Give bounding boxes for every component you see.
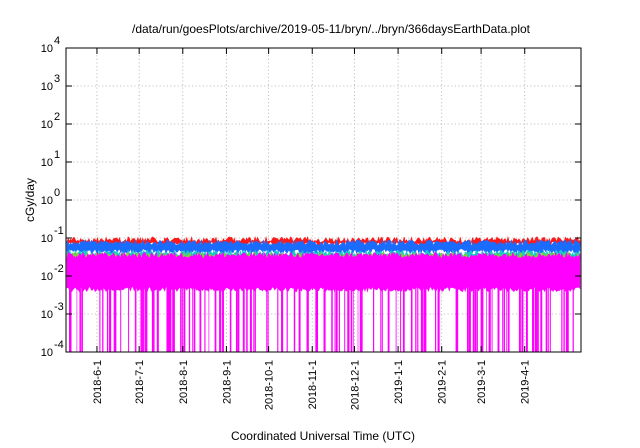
y-tick-label: 10 <box>41 347 53 359</box>
y-tick-exponent: -1 <box>54 225 64 237</box>
x-tick-label: 2019-4-1 <box>520 360 532 404</box>
chart-title: /data/run/goesPlots/archive/2019-05-11/b… <box>132 22 531 36</box>
series-areas <box>66 235 581 352</box>
y-tick-exponent: 3 <box>54 73 60 85</box>
x-tick-label: 2018-12-1 <box>349 360 361 410</box>
x-tick-label: 2018-6-1 <box>92 360 104 404</box>
y-tick-label: 10 <box>41 271 53 283</box>
y-axis-label: cGy/day <box>23 178 37 222</box>
y-tick-label: 10 <box>41 309 53 321</box>
y-tick-label: 10 <box>41 157 53 169</box>
y-tick-exponent: 2 <box>54 111 60 123</box>
x-tick-label: 2018-9-1 <box>221 360 233 404</box>
x-axis-label: Coordinated Universal Time (UTC) <box>231 429 415 443</box>
y-tick-exponent: 4 <box>54 35 60 47</box>
x-tick-label: 2019-1-1 <box>393 360 405 404</box>
y-tick-exponent: -4 <box>54 339 64 351</box>
y-tick-exponent: -2 <box>54 263 64 275</box>
y-tick-exponent: -3 <box>54 301 64 313</box>
x-axis: 2018-6-1 2018-7-1 2018-8-1 2018-9-1 2018-10-… <box>92 48 532 410</box>
series-dropouts-4 <box>68 281 574 352</box>
y-tick-label: 10 <box>41 81 53 93</box>
y-tick-exponent: 0 <box>54 187 60 199</box>
y-tick-label: 10 <box>41 43 53 55</box>
x-tick-label: 2019-3-1 <box>476 360 488 404</box>
y-tick-label: 10 <box>41 195 53 207</box>
x-tick-label: 2018-8-1 <box>178 360 190 404</box>
y-tick-label: 10 <box>41 233 53 245</box>
x-tick-label: 2019-2-1 <box>437 360 449 404</box>
y-tick-label: 10 <box>41 119 53 131</box>
x-tick-label: 2018-11-1 <box>307 360 319 409</box>
x-tick-label: 2018-7-1 <box>134 360 146 404</box>
y-tick-exponent: 1 <box>54 149 60 161</box>
x-tick-label: 2018-10-1 <box>264 360 276 410</box>
